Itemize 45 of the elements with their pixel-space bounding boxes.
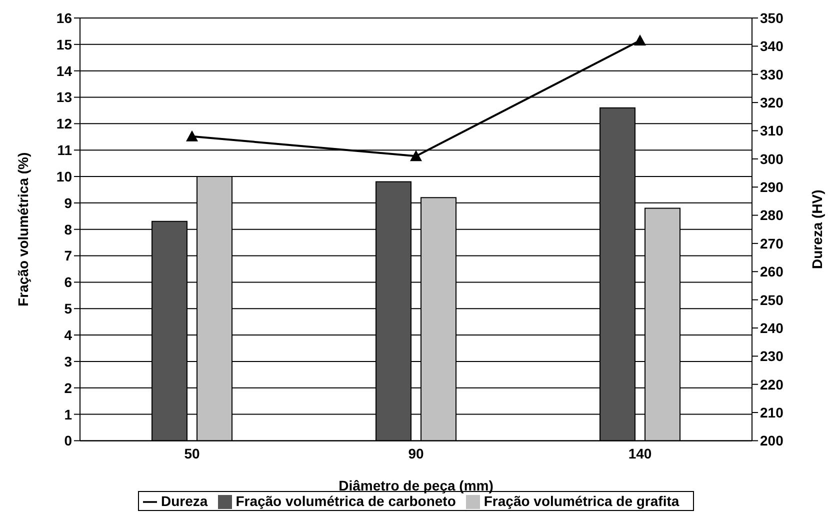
y2-tick-label: 280 xyxy=(760,207,784,224)
y2-tick-label: 200 xyxy=(760,432,784,449)
y-tick-label: 14 xyxy=(56,62,72,79)
x-axis-title: Diâmetro de peça (mm) xyxy=(338,478,494,494)
y-tick-label: 9 xyxy=(64,194,72,211)
y2-tick-label: 300 xyxy=(760,150,784,167)
y2-tick-label: 340 xyxy=(760,38,784,54)
x-tick-label: 140 xyxy=(628,446,652,462)
point xyxy=(634,34,646,46)
point xyxy=(186,130,198,142)
y-tick-label: 6 xyxy=(64,274,72,290)
y2-axis-title: Dureza (HV) xyxy=(808,190,825,270)
y-tick-label: 3 xyxy=(64,353,72,370)
y2-tick-label: 220 xyxy=(760,376,784,392)
y-tick-label: 15 xyxy=(56,36,72,52)
y-tick-label: 1 xyxy=(64,406,72,422)
y2-tick-label: 310 xyxy=(760,122,784,139)
y-tick-label: 4 xyxy=(64,326,72,343)
legend-label: Fração volumétrica de grafita xyxy=(484,492,680,509)
y-axis-title: Fração volumétrica (%) xyxy=(14,152,31,306)
point xyxy=(410,150,422,162)
y2-tick-label: 260 xyxy=(760,264,784,280)
x-tick-label: 50 xyxy=(184,446,200,462)
y-tick-label: 0 xyxy=(64,432,72,449)
y-tick-label: 2 xyxy=(64,380,72,396)
y-tick-label: 11 xyxy=(57,142,72,158)
y2-tick-label: 320 xyxy=(760,94,784,111)
x-tick-label: 90 xyxy=(408,446,424,462)
legend-label: Dureza xyxy=(161,492,208,509)
y-tick-label: 8 xyxy=(64,221,72,238)
y-tick-label: 7 xyxy=(64,248,72,264)
y-tick-label: 12 xyxy=(56,116,72,132)
y2-tick-label: 270 xyxy=(760,235,784,252)
y-tick-label: 5 xyxy=(64,300,72,317)
y2-tick-label: 230 xyxy=(760,348,784,364)
y2-tick-label: 250 xyxy=(760,292,784,308)
y2-tick-label: 240 xyxy=(760,320,784,336)
y2-tick-label: 350 xyxy=(760,10,784,26)
y-tick-label: 13 xyxy=(56,89,72,106)
y2-tick-label: 330 xyxy=(760,66,784,82)
y-tick-label: 10 xyxy=(56,168,72,184)
legend-label: Fração volumétrica de carboneto xyxy=(236,492,456,509)
y2-tick-label: 290 xyxy=(760,179,784,196)
y2-tick-label: 210 xyxy=(760,404,784,420)
y-tick-label: 16 xyxy=(56,10,72,26)
